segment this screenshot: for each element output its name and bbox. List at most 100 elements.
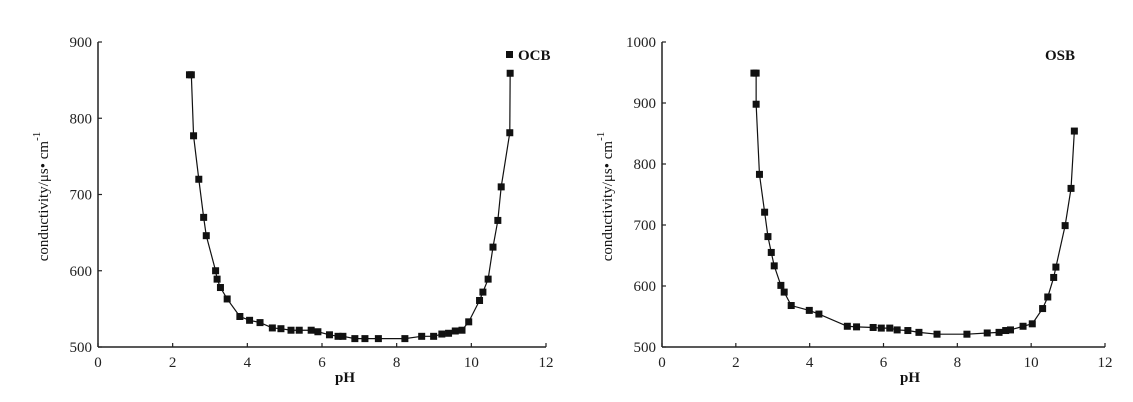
data-point — [489, 243, 497, 251]
data-point — [1050, 273, 1058, 281]
data-point — [325, 331, 333, 339]
y-tick-label: 800 — [70, 111, 93, 127]
y-tick-label: 500 — [634, 340, 657, 356]
y-tick-label: 800 — [634, 157, 657, 173]
legend-marker — [506, 51, 513, 58]
data-point — [438, 330, 446, 338]
data-point — [200, 213, 208, 221]
chart-panel-0: 0 2 4 6 8 10 12 500 600 700 800 900 pH conductivity/μ… — [31, 35, 554, 386]
y-tick-label: 1000 — [626, 35, 656, 51]
x-tick-label: 12 — [1098, 355, 1113, 371]
data-point — [497, 183, 505, 191]
data-point — [1061, 222, 1069, 230]
data-point — [190, 132, 198, 140]
data-point — [764, 233, 772, 241]
data-point — [995, 328, 1003, 336]
legend-label: OCB — [518, 48, 551, 64]
data-point — [458, 326, 466, 334]
data-point — [506, 129, 514, 137]
series-line — [189, 73, 511, 340]
data-point — [886, 324, 894, 332]
data-point — [787, 302, 795, 310]
y-tick-label: 700 — [634, 218, 657, 234]
data-point — [334, 332, 342, 340]
x-tick-label: 6 — [318, 355, 326, 371]
data-point — [1019, 322, 1027, 330]
x-tick-label: 4 — [244, 355, 252, 371]
data-point — [465, 318, 473, 326]
y-tick-label: 600 — [634, 279, 657, 295]
x-tick-label: 0 — [658, 355, 666, 371]
data-point — [216, 284, 224, 292]
data-point — [1052, 263, 1060, 271]
data-point — [983, 329, 991, 337]
x-tick-label: 2 — [732, 355, 740, 371]
legend-label: OSB — [1045, 48, 1075, 64]
x-tick-label: 6 — [880, 355, 888, 371]
y-tick-label: 700 — [70, 188, 93, 204]
data-point — [777, 281, 785, 289]
data-point — [246, 316, 254, 324]
data-point — [213, 275, 221, 283]
data-point — [877, 324, 885, 332]
data-point — [752, 69, 760, 77]
data-point — [761, 208, 769, 216]
data-point — [770, 262, 778, 270]
data-point — [236, 313, 244, 320]
data-point — [445, 329, 453, 337]
data-point — [853, 323, 861, 331]
data-point — [780, 288, 788, 296]
y-tick-label: 900 — [634, 96, 657, 112]
data-point — [374, 335, 382, 343]
data-point — [767, 248, 775, 256]
data-point — [202, 232, 210, 240]
data-point — [893, 326, 901, 334]
x-axis-label: pH — [335, 370, 355, 386]
data-point — [339, 332, 347, 340]
y-tick-label: 500 — [70, 340, 93, 356]
data-point — [418, 332, 426, 340]
series-line — [753, 72, 1075, 335]
x-tick-label: 2 — [169, 355, 177, 371]
data-point — [361, 335, 369, 343]
x-tick-label: 8 — [393, 355, 401, 371]
data-point — [1039, 305, 1047, 313]
data-point — [401, 335, 409, 343]
data-point — [268, 324, 276, 332]
data-point — [1002, 327, 1010, 335]
data-point — [314, 328, 322, 336]
data-point — [351, 335, 359, 343]
y-tick-label: 900 — [70, 35, 93, 51]
data-point — [451, 327, 459, 335]
data-point — [212, 267, 220, 275]
x-tick-label: 10 — [464, 355, 479, 371]
y-axis-label: conductivity/μs• cm-1 — [31, 132, 52, 262]
data-point — [476, 296, 484, 304]
data-point — [1044, 293, 1052, 301]
data-point — [933, 330, 941, 338]
data-point — [1070, 127, 1078, 135]
data-point — [904, 327, 912, 335]
data-point — [295, 326, 303, 334]
x-tick-label: 10 — [1024, 355, 1039, 371]
data-point — [915, 328, 923, 336]
data-point — [223, 295, 231, 303]
data-point — [187, 71, 195, 79]
data-point — [963, 330, 971, 338]
data-point — [506, 69, 514, 77]
data-point — [1006, 326, 1014, 334]
data-point — [287, 326, 295, 334]
data-point — [805, 306, 813, 314]
data-point — [752, 100, 760, 108]
y-tick-label: 600 — [70, 264, 93, 280]
data-point — [277, 325, 285, 333]
x-axis-label: pH — [900, 370, 920, 386]
data-point — [195, 175, 203, 183]
chart-panel-1: 0 2 4 6 8 10 12 500 600 700 800 900 1000 pH conductivi… — [595, 35, 1113, 386]
data-point — [755, 170, 763, 178]
data-point — [815, 310, 823, 318]
data-point — [479, 288, 487, 296]
x-tick-label: 4 — [806, 355, 814, 371]
x-tick-label: 12 — [539, 355, 554, 371]
data-point — [869, 323, 877, 331]
